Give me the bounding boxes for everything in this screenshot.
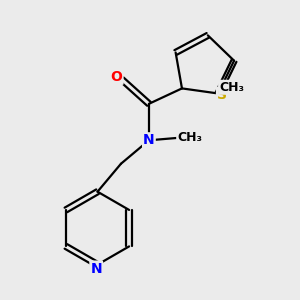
Text: CH₃: CH₃ [177,131,202,144]
Text: N: N [143,133,155,147]
Text: O: O [111,70,122,84]
Text: CH₃: CH₃ [219,81,244,94]
Text: S: S [217,88,227,102]
Text: N: N [90,262,102,276]
